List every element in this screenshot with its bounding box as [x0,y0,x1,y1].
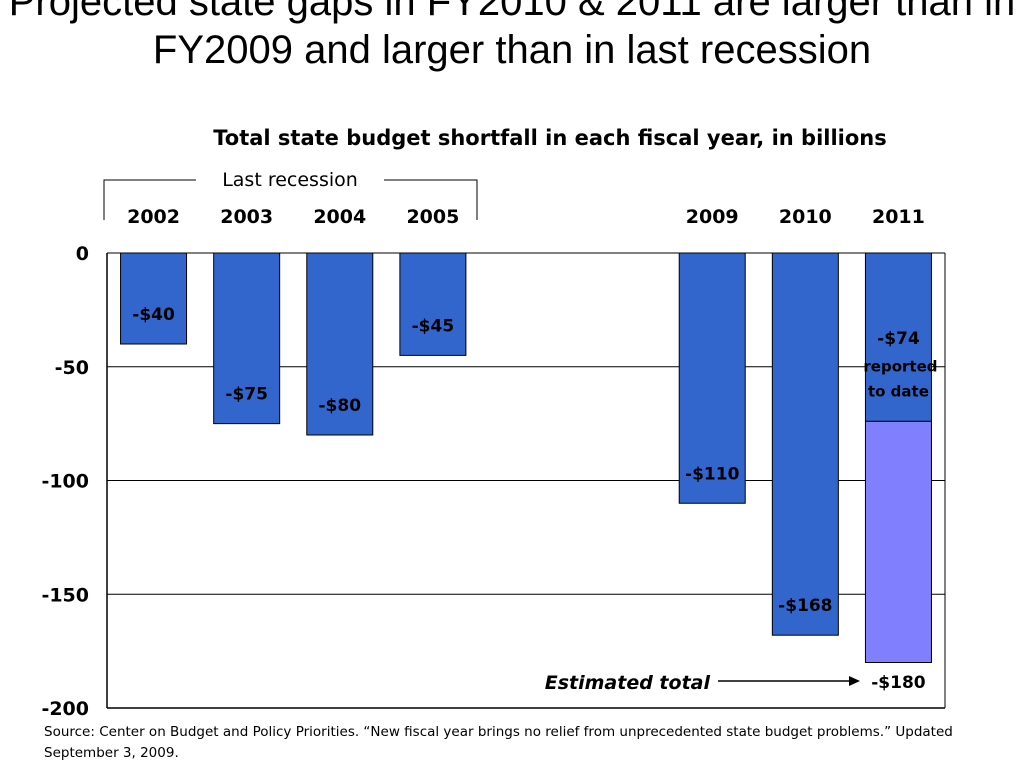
slide-title: Projected state gaps in FY2010 & 2011 ar… [8,0,1016,72]
category-label: 2009 [686,206,739,228]
data-label: -$80 [319,396,362,416]
data-label: -$110 [685,464,740,484]
y-tick-label: -200 [41,698,89,720]
category-label: 2004 [313,206,366,228]
last-recession-bracket [103,179,196,220]
y-tick-label: -150 [41,584,89,606]
last-recession-bracket [384,179,478,220]
bar [771,252,839,636]
data-label: -$168 [778,596,832,616]
estimated-total-value: -$180 [871,673,926,693]
y-tick-label: -100 [41,471,89,493]
bar [120,252,188,345]
category-label: 2002 [127,206,180,228]
category-label: 2003 [220,206,273,228]
bar [306,252,374,436]
y-tick-label: -50 [55,357,89,379]
bar-estimated [864,420,932,663]
y-tick-label: 0 [76,243,89,265]
estimated-total-label: Estimated total [545,672,711,694]
bar [399,252,467,356]
category-label: 2010 [779,206,832,228]
data-label: -$40 [132,305,175,325]
chart-title: Total state budget shortfall in each fis… [213,126,887,150]
last-recession-label: Last recession [222,169,358,191]
reported-note-line: reported [863,357,937,375]
data-label: -$74 [877,329,920,349]
reported-note-line: to date [868,382,929,400]
category-label: 2005 [406,206,459,228]
category-label: 2011 [872,206,925,228]
data-label: -$75 [225,385,268,405]
arrowhead-icon [849,676,860,686]
source-note: Source: Center on Budget and Policy Prio… [44,724,953,761]
data-label: -$45 [412,316,455,336]
bar [213,252,281,425]
